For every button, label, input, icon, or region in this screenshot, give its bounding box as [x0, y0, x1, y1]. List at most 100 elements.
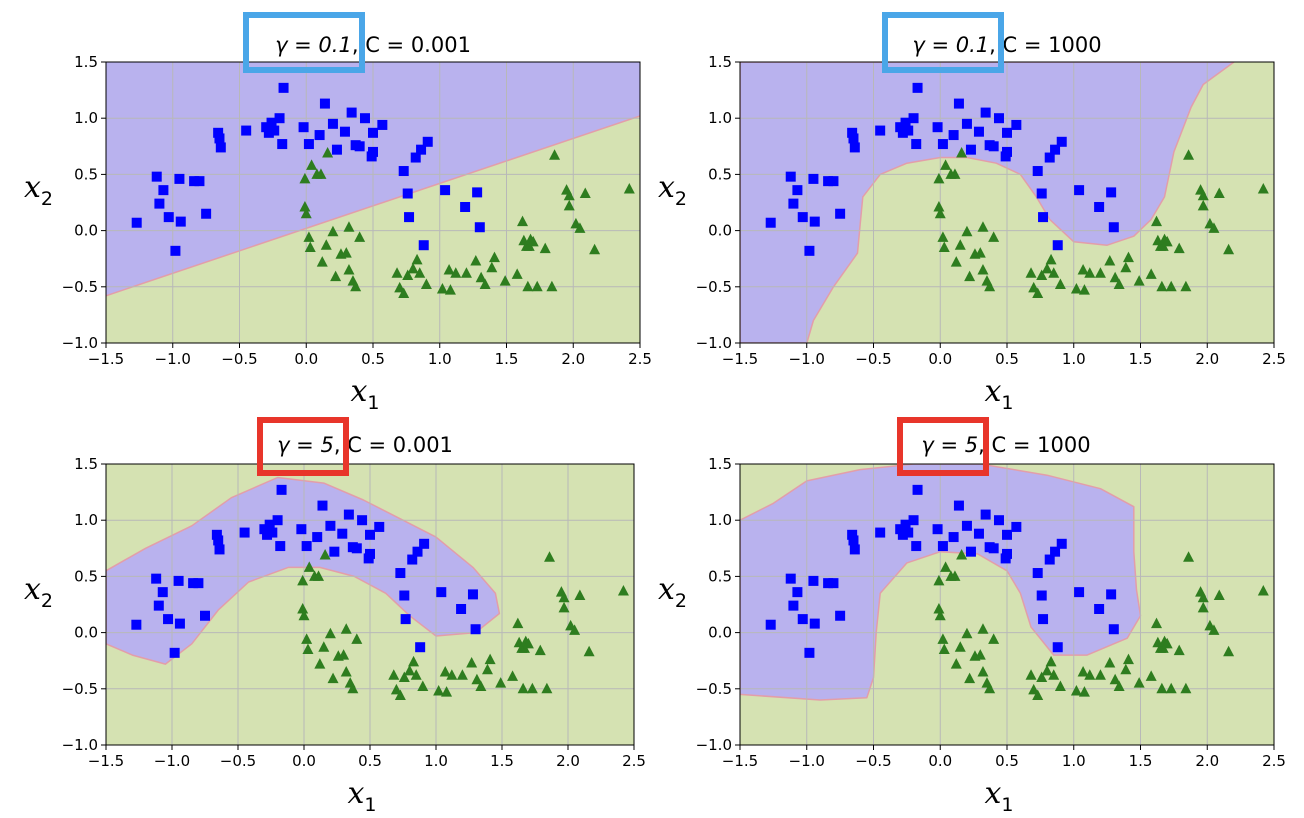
square-point: [264, 519, 275, 530]
square-point: [765, 619, 776, 630]
x-tick-label: −1.0: [154, 752, 190, 770]
square-point: [1050, 144, 1061, 155]
square-point: [900, 519, 911, 530]
square-point: [327, 118, 338, 129]
triangle-point: [507, 670, 519, 681]
triangle-point: [444, 284, 456, 295]
triangle-point: [398, 287, 410, 299]
square-point: [460, 201, 471, 212]
y-tick-label: 0.0: [74, 222, 98, 240]
triangle-point: [314, 658, 326, 669]
y-tick-label: −0.5: [696, 680, 732, 698]
c-value: C = 0.001: [365, 33, 471, 57]
triangle-point: [964, 270, 976, 282]
triangle-point: [617, 585, 629, 596]
triangle-point: [950, 256, 962, 267]
triangle-point: [1197, 189, 1209, 201]
triangle-point: [1223, 645, 1235, 657]
triangle-point: [315, 168, 327, 179]
square-point: [1052, 642, 1063, 653]
square-point: [296, 524, 307, 535]
triangle-point: [1180, 682, 1192, 694]
square-point: [797, 614, 808, 625]
square-point: [213, 535, 224, 546]
y-axis-ticks: −1.0 −0.5 0.0 0.5 1.0 1.5: [62, 455, 106, 754]
triangle-point: [1054, 278, 1066, 290]
triangle-point: [436, 283, 448, 294]
triangle-point: [351, 633, 363, 644]
square-point: [400, 614, 411, 625]
triangle-point: [1156, 280, 1168, 292]
triangle-point: [933, 200, 945, 212]
square-point: [1050, 546, 1061, 557]
triangle-point: [511, 268, 523, 279]
triangle-point: [1151, 617, 1163, 629]
triangle-point: [950, 658, 962, 669]
square-point: [399, 590, 410, 601]
square-point: [395, 568, 406, 579]
triangle-point: [1041, 262, 1053, 274]
x-tick-label: 2.5: [1262, 752, 1286, 770]
c-value: C = 0.001: [347, 433, 453, 457]
triangle-point: [1084, 267, 1096, 278]
subplot-title: γ = 0.1, C = 1000: [882, 12, 1102, 73]
square-point: [785, 573, 796, 584]
square-point: [303, 139, 314, 150]
gamma-highlight-box: [882, 12, 1004, 73]
y-tick-label: 0.0: [74, 624, 98, 642]
square-point: [1044, 152, 1055, 163]
square-point: [835, 208, 846, 219]
triangle-point: [340, 623, 352, 634]
square-point: [980, 509, 991, 520]
triangle-point: [408, 655, 420, 667]
x-axis-ticks: −1.5 −1.0 −0.5 0.0 0.5 1.0 1.5 2.0 2.5: [88, 745, 646, 770]
triangle-point: [484, 653, 496, 665]
square-point: [365, 529, 375, 540]
triangle-point: [316, 256, 328, 267]
triangle-point: [343, 263, 355, 275]
triangle-point: [549, 149, 561, 160]
triangle-point: [471, 673, 483, 685]
square-point: [359, 113, 370, 124]
square-point: [1052, 240, 1063, 251]
triangle-point: [933, 602, 945, 614]
triangle-point: [1109, 271, 1121, 283]
blue-class-region: [740, 62, 1235, 343]
triangle-point: [938, 241, 950, 252]
square-point: [847, 127, 858, 138]
triangle-point: [301, 633, 313, 644]
square-point: [440, 185, 451, 196]
x-tick-label: 2.0: [561, 350, 585, 368]
y-tick-label: −0.5: [62, 278, 98, 296]
square-point: [823, 176, 834, 187]
triangle-point: [522, 280, 534, 292]
triangle-point: [1223, 243, 1235, 255]
triangle-point: [1041, 664, 1053, 676]
triangle-point: [949, 570, 961, 581]
y-axis-title: x2: [658, 572, 687, 612]
square-point: [410, 152, 421, 163]
triangle-point: [589, 243, 601, 255]
square-point: [263, 127, 274, 138]
y-axis-title-main: x: [658, 572, 675, 607]
triangle-point: [1032, 689, 1044, 701]
triangle-point: [974, 247, 986, 258]
triangle-point: [340, 247, 352, 258]
triangle-point: [938, 643, 950, 654]
x-axis-title-main: x: [347, 776, 364, 811]
triangle-point: [1122, 653, 1134, 665]
triangle-point: [1213, 187, 1225, 199]
c-value: C = 1000: [992, 433, 1091, 457]
y-tick-label: 0.0: [708, 222, 732, 240]
square-point: [213, 127, 224, 138]
triangle-point: [961, 627, 973, 639]
x-tick-label: −0.5: [221, 350, 257, 368]
y-axis-ticks: −1.0 −0.5 0.0 0.5 1.0 1.5: [696, 455, 740, 754]
triangle-point: [313, 570, 325, 581]
square-point: [368, 146, 378, 157]
triangle-point: [937, 231, 949, 242]
square-point: [1056, 538, 1067, 549]
subplot-title: γ = 5, C = 0.001: [257, 417, 453, 476]
x-tick-label: 2.5: [622, 752, 646, 770]
square-point: [131, 217, 142, 228]
